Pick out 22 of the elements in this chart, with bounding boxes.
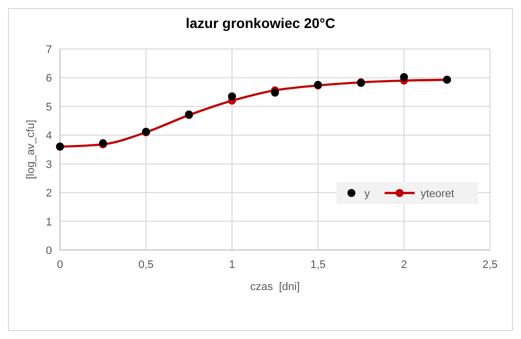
- y-tick-label: 0: [46, 245, 52, 257]
- chart-title: lazur gronkowiec 20°C: [186, 15, 336, 31]
- y-tick-label: 6: [46, 72, 52, 85]
- point: [400, 73, 408, 82]
- y-tick-label: 3: [46, 158, 52, 171]
- y-tick-label: 1: [46, 216, 52, 228]
- y-tick-label: 7: [46, 44, 52, 56]
- point: [228, 92, 236, 100]
- x-tick-label: 1,5: [310, 259, 326, 271]
- y-axis-title: [log_av_cfu]: [25, 120, 37, 180]
- y-tick-label: 2: [46, 188, 52, 200]
- x-tick-label: 2,5: [482, 259, 498, 271]
- legend-label: yteoret: [420, 188, 454, 200]
- x-axis-title: czas [dni]: [250, 281, 300, 293]
- legend-label: y: [364, 188, 370, 200]
- y-tick-label: 4: [46, 130, 52, 142]
- x-tick-label: 0,5: [138, 259, 154, 271]
- x-tick-label: 0: [56, 259, 64, 271]
- x-tick-label: 1: [228, 259, 236, 271]
- x-tick-label: 2: [400, 259, 408, 271]
- y-tick-label: 5: [46, 101, 52, 114]
- point: [271, 88, 279, 97]
